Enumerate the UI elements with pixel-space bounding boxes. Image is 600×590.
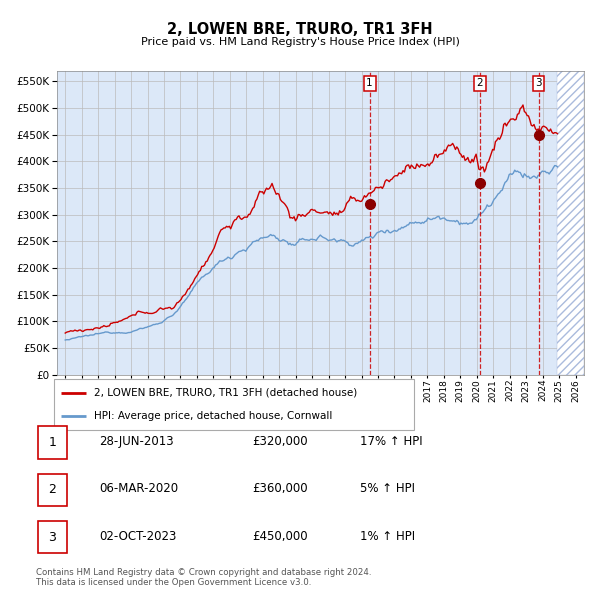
Text: 2: 2 (49, 483, 56, 496)
Text: HPI: Average price, detached house, Cornwall: HPI: Average price, detached house, Corn… (94, 411, 332, 421)
FancyBboxPatch shape (38, 474, 67, 506)
Text: 1: 1 (49, 436, 56, 449)
FancyBboxPatch shape (38, 427, 67, 459)
Text: 1: 1 (367, 78, 373, 88)
Text: 17% ↑ HPI: 17% ↑ HPI (360, 435, 422, 448)
Bar (557, 71, 584, 375)
Text: £320,000: £320,000 (252, 435, 308, 448)
Text: Price paid vs. HM Land Registry's House Price Index (HPI): Price paid vs. HM Land Registry's House … (140, 38, 460, 47)
FancyBboxPatch shape (38, 521, 67, 553)
Text: 2, LOWEN BRE, TRURO, TR1 3FH: 2, LOWEN BRE, TRURO, TR1 3FH (167, 22, 433, 37)
Text: 3: 3 (49, 530, 56, 543)
Text: 02-OCT-2023: 02-OCT-2023 (99, 530, 176, 543)
Text: Contains HM Land Registry data © Crown copyright and database right 2024.: Contains HM Land Registry data © Crown c… (36, 568, 371, 577)
Text: 2, LOWEN BRE, TRURO, TR1 3FH (detached house): 2, LOWEN BRE, TRURO, TR1 3FH (detached h… (94, 388, 357, 398)
Text: 28-JUN-2013: 28-JUN-2013 (99, 435, 173, 448)
Text: 1% ↑ HPI: 1% ↑ HPI (360, 530, 415, 543)
Text: This data is licensed under the Open Government Licence v3.0.: This data is licensed under the Open Gov… (36, 578, 311, 588)
Text: 3: 3 (535, 78, 542, 88)
Text: 2: 2 (476, 78, 483, 88)
Text: £360,000: £360,000 (252, 483, 308, 496)
Text: 06-MAR-2020: 06-MAR-2020 (99, 483, 178, 496)
Text: 5% ↑ HPI: 5% ↑ HPI (360, 483, 415, 496)
FancyBboxPatch shape (54, 379, 414, 430)
Text: £450,000: £450,000 (252, 530, 308, 543)
